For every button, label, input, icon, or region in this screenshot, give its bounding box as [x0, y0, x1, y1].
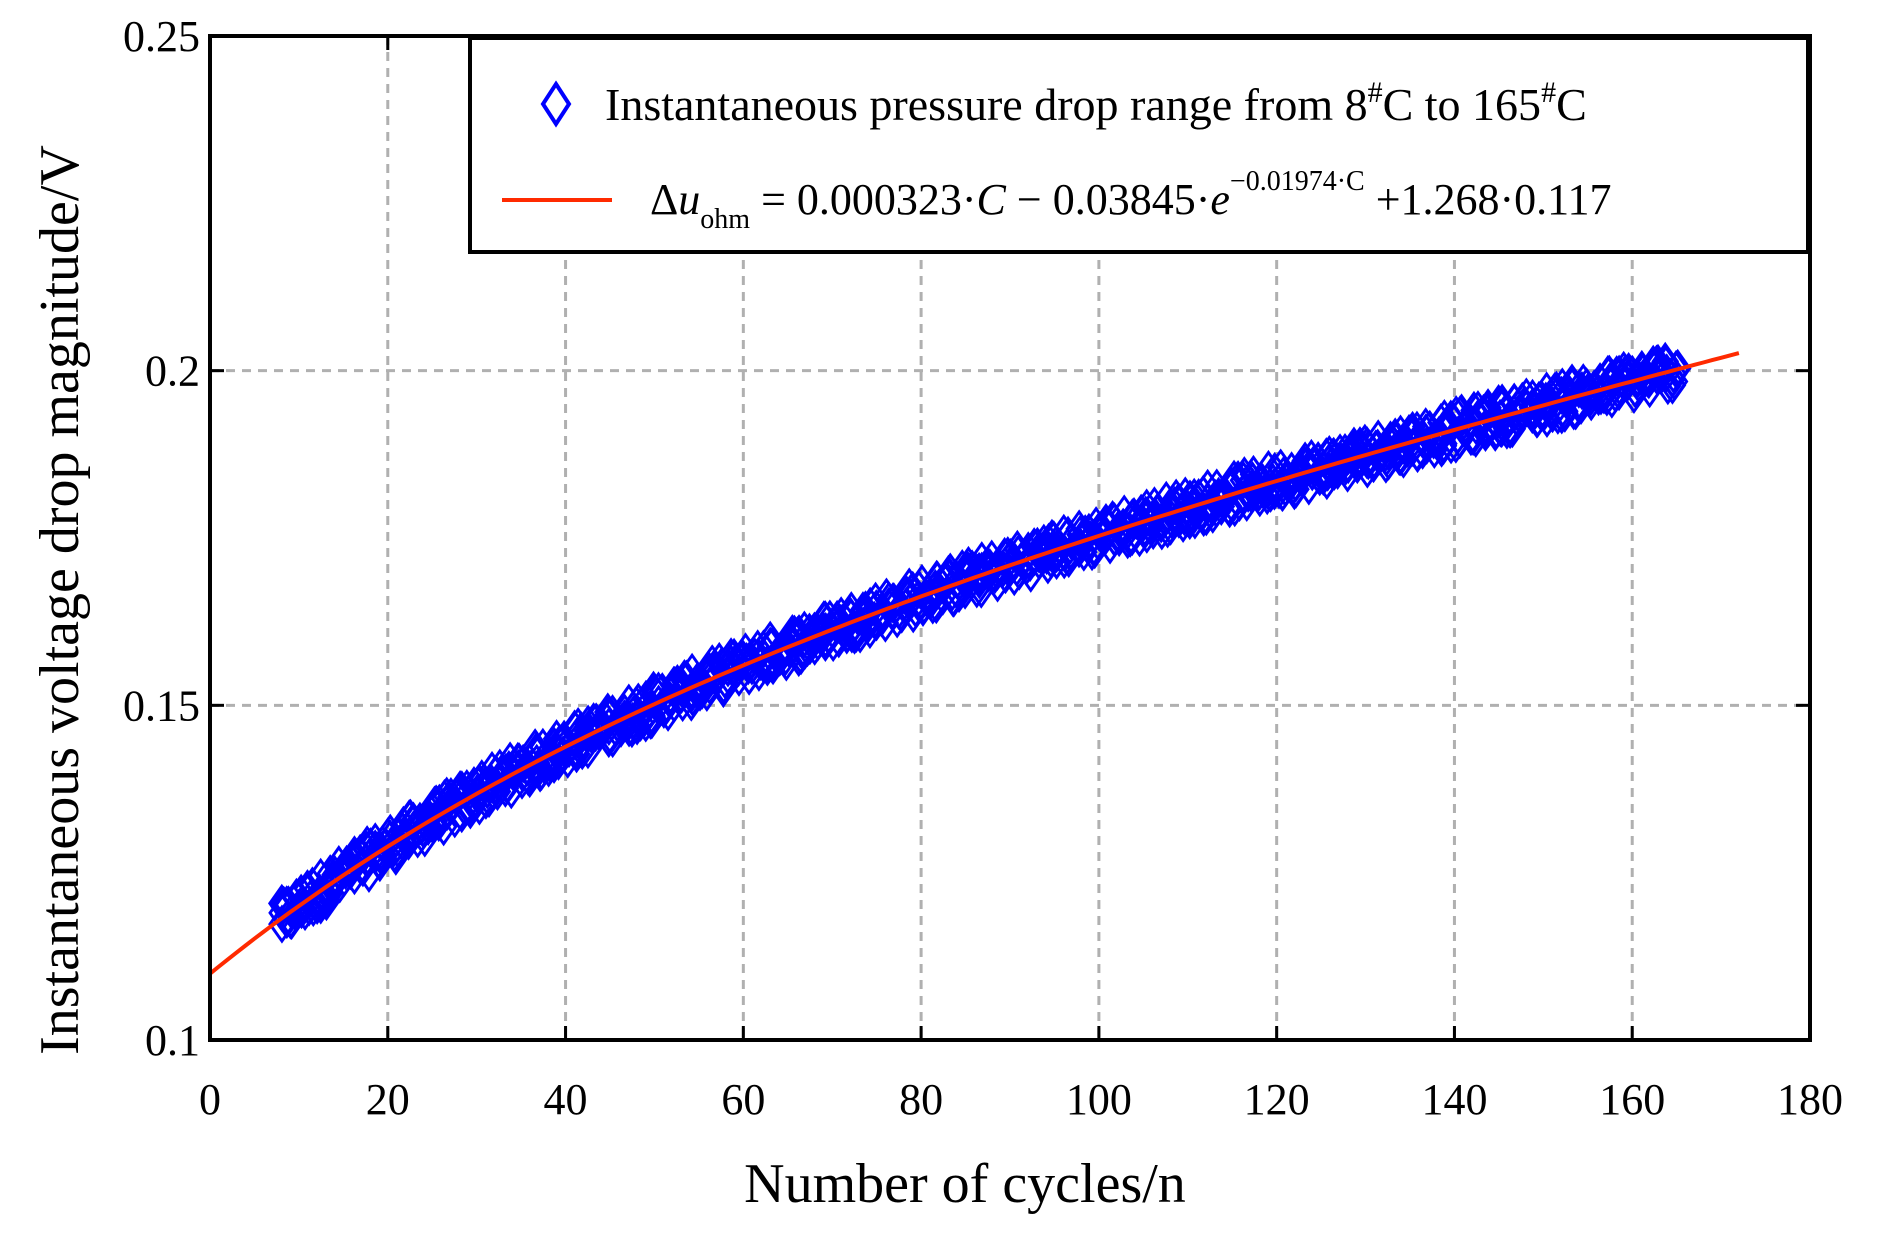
x-tick-label: 160 — [1599, 1075, 1665, 1124]
tick-labels: 0 20 40 60 80 100 120 140 160 180 0.1 0.15 0.2 0.25 — [123, 12, 1843, 1124]
x-tick-label: 120 — [1244, 1075, 1310, 1124]
fit-curve-line — [208, 351, 1740, 976]
x-tick-label: 60 — [721, 1075, 765, 1124]
y-tick-label: 0.25 — [123, 12, 200, 61]
legend-box — [468, 36, 1810, 254]
x-tick-label: 100 — [1066, 1075, 1132, 1124]
scatter-point — [1042, 540, 1071, 581]
legend: Instantaneous pressure drop range from 8… — [468, 36, 1810, 254]
legend-marker-diamond — [540, 80, 572, 128]
x-axis-label: Number of cycles/n — [744, 1153, 1186, 1215]
y-tick-label: 0.1 — [145, 1016, 200, 1065]
scatter-point — [984, 547, 1013, 588]
scatter-point — [553, 739, 582, 779]
x-tick-label: 40 — [544, 1075, 588, 1124]
scatter-point — [1386, 414, 1415, 454]
scatter-point — [849, 591, 877, 631]
scatter-point — [626, 702, 655, 742]
y-tick-label: 0.2 — [145, 347, 200, 396]
x-tick-label: 180 — [1777, 1075, 1843, 1124]
scatter-point — [1532, 371, 1561, 411]
scatter-point — [631, 703, 660, 743]
scatter-point — [923, 560, 952, 600]
scatter-point — [1660, 361, 1689, 402]
legend-label-fit: Δuohm = 0.000323·C − 0.03845·e−0.01974·C… — [650, 166, 1612, 235]
x-tick-label: 80 — [899, 1075, 943, 1124]
y-axis-label: Instantaneous voltage drop magnitude/V — [29, 145, 91, 1055]
scatter-point — [1662, 349, 1690, 390]
legend-label-scatter: Instantaneous pressure drop range from 8… — [605, 76, 1587, 130]
y-tick-label: 0.15 — [123, 681, 200, 730]
x-tick-label: 140 — [1421, 1075, 1487, 1124]
scatter-point — [1291, 446, 1320, 487]
x-tick-label: 20 — [366, 1075, 410, 1124]
x-tick-label: 0 — [199, 1075, 221, 1124]
